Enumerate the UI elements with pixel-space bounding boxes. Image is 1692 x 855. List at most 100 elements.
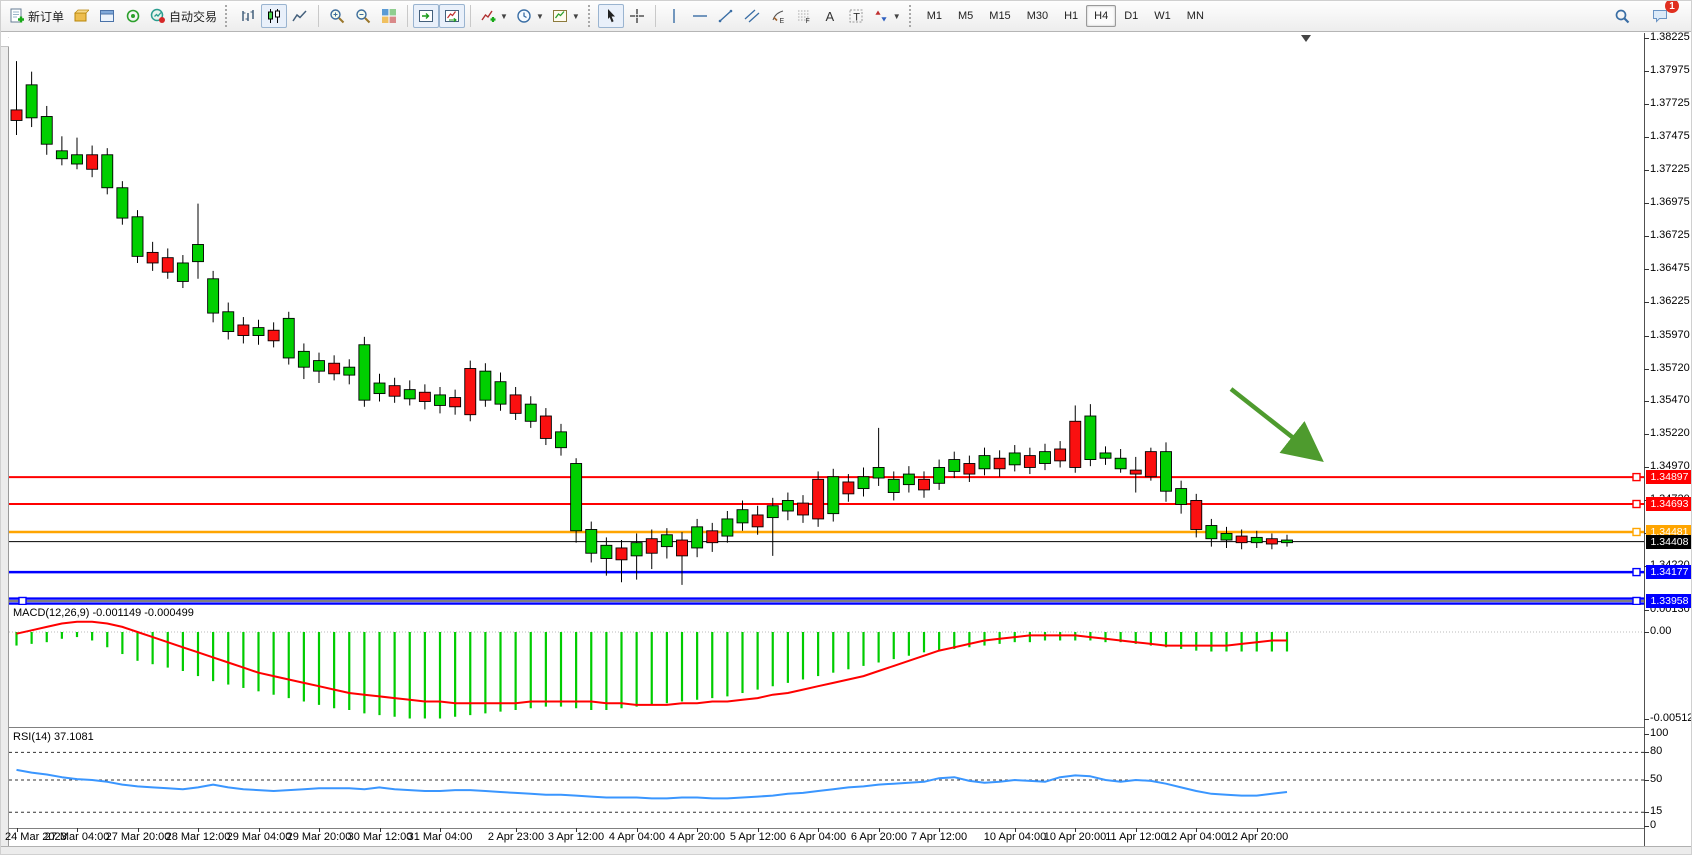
time-axis-label: 29 Mar 20:00 (286, 831, 352, 843)
bars-icon (240, 8, 256, 24)
linechart-icon (292, 8, 308, 24)
time-axis-border (9, 828, 1644, 829)
macd-panel[interactable] (9, 605, 1644, 727)
time-axis-label: 24 Mar 2023 (5, 831, 67, 843)
time-axis-label: 3 Apr 12:00 (547, 831, 605, 843)
fibo-retracement-button[interactable]: F (791, 4, 817, 28)
search-button[interactable] (1609, 4, 1635, 28)
cursor-icon (603, 8, 619, 24)
market-watch-button[interactable] (94, 4, 120, 28)
price-axis-tick: 1.37975 (1650, 64, 1690, 76)
price-chart[interactable] (9, 33, 1644, 605)
price-axis-tick: 1.36725 (1650, 229, 1690, 241)
timeframe-h4-button[interactable]: H4 (1086, 5, 1117, 27)
cursor-button[interactable] (597, 4, 624, 28)
strategy-tester-button[interactable] (120, 4, 146, 28)
auto-trading-button[interactable]: 自动交易 (146, 4, 221, 28)
hline-price-label: 1.34693 (1646, 497, 1691, 511)
auto-scroll-button[interactable] (439, 4, 466, 28)
macd-scale-label: -0.005123 (1650, 712, 1691, 724)
time-axis-label: 12 Apr 20:00 (1225, 831, 1289, 843)
hline-price-label: 1.34897 (1646, 470, 1691, 484)
price-axis-tick: 1.37725 (1650, 97, 1690, 109)
price-axis-tick: 1.37475 (1650, 130, 1690, 142)
profiles-button[interactable] (68, 4, 94, 28)
notifications-button[interactable]: 1 (1647, 1, 1679, 28)
rsi-scale-label: 0 (1650, 819, 1657, 831)
templates-button[interactable]: ▼ (548, 4, 584, 28)
market-watch-icon (99, 8, 115, 24)
rsi-scale-label: 15 (1650, 805, 1663, 817)
time-axis-label: 30 Mar 12:00 (347, 831, 413, 843)
new-order-icon (9, 8, 25, 24)
price-axis-line (1644, 33, 1645, 846)
label-t-icon: T (848, 8, 864, 24)
timeframe-m1-button[interactable]: M1 (926, 10, 942, 22)
chart-shift-button[interactable] (413, 4, 440, 28)
toolbar-separator (470, 5, 472, 27)
timeframe-d1-button[interactable]: D1 (1124, 10, 1139, 22)
indicators-button[interactable]: ▼ (476, 4, 512, 28)
chart-shift-icon (418, 8, 434, 24)
vline-icon (666, 8, 682, 24)
vertical-line-button[interactable] (661, 4, 687, 28)
toolbar-grip (587, 5, 592, 27)
text-label-button[interactable]: T (843, 4, 869, 28)
price-axis-background (1645, 33, 1691, 846)
price-axis-tick: 1.38225 (1650, 31, 1690, 43)
time-axis-label: 6 Apr 04:00 (789, 831, 847, 843)
time-axis-label: 31 Mar 04:00 (407, 831, 473, 843)
bar-chart-button[interactable] (235, 4, 261, 28)
time-axis-label: 27 Mar 20:00 (105, 831, 171, 843)
zoom-in-button[interactable] (324, 4, 350, 28)
horizontal-line-button[interactable] (687, 4, 713, 28)
text-button[interactable]: A (817, 4, 843, 28)
zoom-in-icon (329, 8, 345, 24)
price-axis-tick: 1.35970 (1650, 329, 1690, 341)
arrows-icon (873, 8, 889, 24)
tile-windows-button[interactable] (376, 4, 402, 28)
timeframe-m30-button[interactable]: M30 (1026, 10, 1049, 22)
search-icon (1614, 8, 1630, 24)
zoom-out-icon (355, 8, 371, 24)
timeframe-m15-button[interactable]: M15 (989, 10, 1011, 22)
toolbar-separator (654, 5, 656, 27)
rsi-scale-label: 50 (1650, 773, 1663, 785)
candlestick-chart-button[interactable] (261, 4, 288, 28)
rsi-panel[interactable] (9, 729, 1644, 828)
timeframe-mn-button[interactable]: MN (1186, 10, 1204, 22)
timeframe-m5-button[interactable]: M5 (958, 10, 974, 22)
chart-shift-marker-icon[interactable] (1301, 35, 1311, 42)
macd-signal-line (16, 620, 1287, 706)
svg-text:F: F (805, 18, 809, 24)
arrows-button[interactable]: ▼ (869, 4, 905, 28)
chart-left-border (1, 47, 9, 848)
time-axis-label: 10 Apr 20:00 (1043, 831, 1107, 843)
horizontal-lines[interactable] (9, 472, 1644, 605)
hline-icon (692, 8, 708, 24)
timeframe-toolbar: M1 M5 M15 M30 H1 H4 D1 W1 MN (919, 5, 1212, 27)
notification-badge: 1 (1665, 1, 1679, 13)
timeframe-h1-button[interactable]: H1 (1064, 10, 1079, 22)
macd-scale-label: 0.00 (1650, 625, 1672, 637)
trend-arrow[interactable] (1229, 387, 1324, 462)
price-axis-tick: 1.37225 (1650, 163, 1690, 175)
zoom-out-button[interactable] (350, 4, 376, 28)
tline-icon (718, 8, 734, 24)
new-order-button[interactable]: 新订单 (5, 4, 68, 28)
time-axis-label: 4 Apr 20:00 (668, 831, 726, 843)
crosshair-button[interactable] (624, 4, 650, 28)
line-chart-button[interactable] (287, 4, 313, 28)
panel-separator[interactable] (9, 727, 1644, 728)
time-axis-label: 11 Apr 12:00 (1105, 831, 1167, 843)
channel-button[interactable] (739, 4, 765, 28)
text-a-icon: A (822, 8, 838, 24)
candlesticks (10, 61, 1293, 585)
trendline-button[interactable] (713, 4, 739, 28)
price-axis-tick: 1.35220 (1650, 427, 1690, 439)
periods-button[interactable]: ▼ (512, 4, 548, 28)
fibo-expansion-button[interactable]: E (765, 4, 791, 28)
data-window-icon (125, 8, 141, 24)
timeframe-w1-button[interactable]: W1 (1154, 10, 1171, 22)
